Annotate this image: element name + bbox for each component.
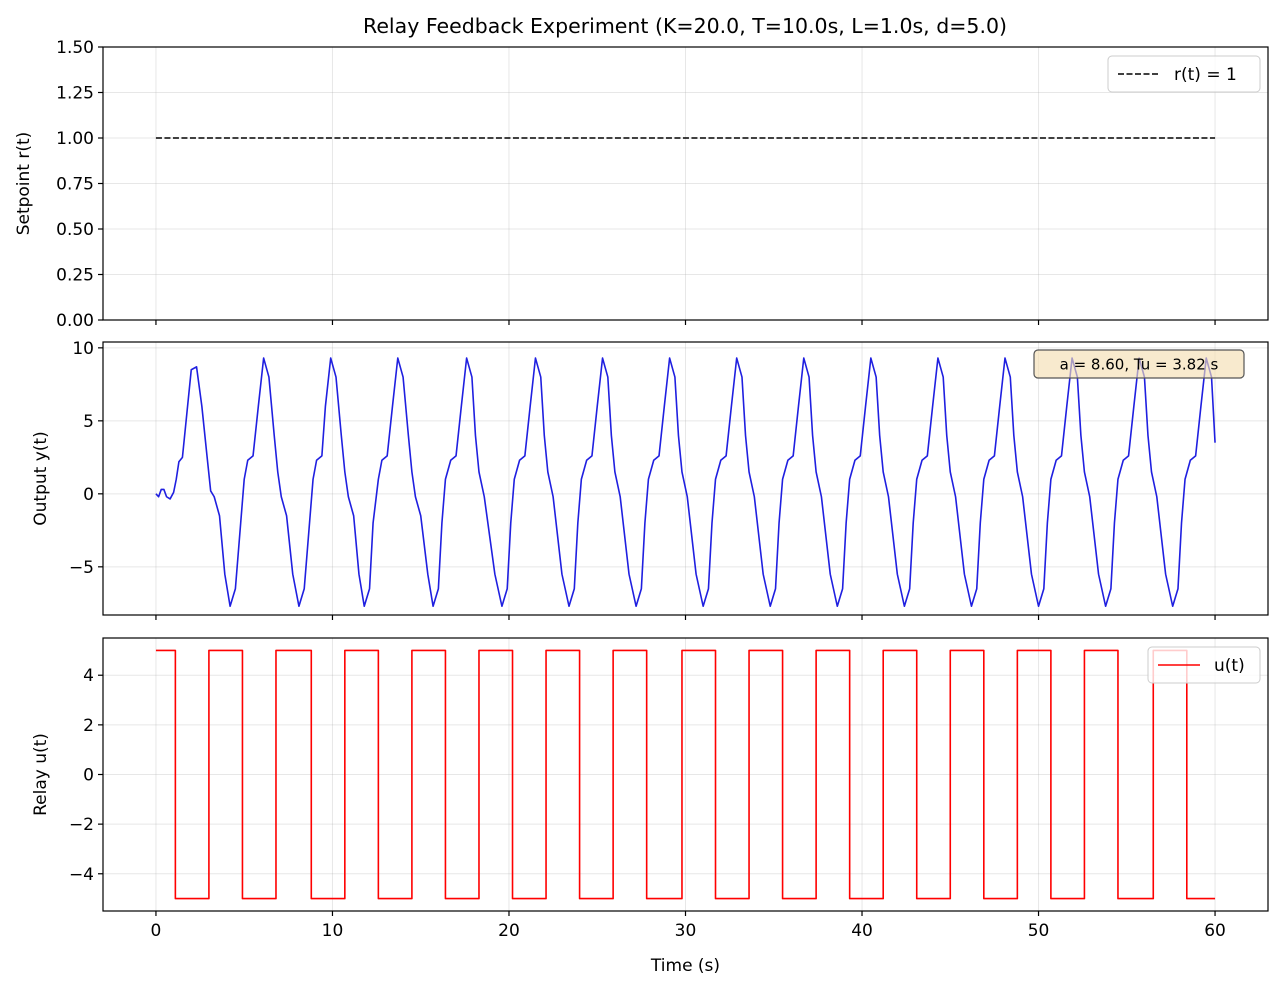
chart-title: Relay Feedback Experiment (K=20.0, T=10.… — [363, 14, 1007, 38]
legend-label: u(t) — [1214, 656, 1245, 676]
setpoint-panel: 0.00 0.25 0.50 0.75 1.00 1.25 1.50 Setpoint r(t… — [14, 38, 1269, 331]
legend-box — [1107, 55, 1261, 93]
y-tick-label: 10 — [72, 339, 94, 359]
x-tick-label: 20 — [498, 921, 520, 941]
y-tick-label: 1.00 — [56, 129, 94, 149]
y-tick-label: 1.50 — [56, 38, 94, 58]
y-tick-label: −4 — [69, 865, 94, 885]
y-tick-label: 4 — [83, 666, 94, 686]
annotation-box — [1033, 349, 1245, 379]
x-tick-label: 10 — [322, 921, 344, 941]
legend-box — [1147, 646, 1261, 684]
y-tick-label: 0.75 — [56, 175, 94, 195]
y-tick-label: 1.25 — [56, 84, 94, 104]
x-tick-label: 50 — [1028, 921, 1050, 941]
legend-label: r(t) = 1 — [1174, 65, 1237, 85]
x-tick-label: 40 — [851, 921, 873, 941]
y-tick-label: 0 — [83, 766, 94, 786]
x-tick-label: 0 — [151, 921, 162, 941]
y-axis-label: Relay u(t) — [31, 733, 51, 816]
y-tick-label: 0 — [83, 485, 94, 505]
output-panel: −5 0 5 10 Output y(t) a = 8.60, Tu = 3.82 s — [31, 339, 1269, 620]
x-tick-label: 60 — [1204, 921, 1226, 941]
y-tick-label: 2 — [83, 716, 94, 736]
y-tick-label: −5 — [69, 558, 94, 578]
y-tick-label: 0.25 — [56, 266, 94, 286]
y-tick-label: 0.50 — [56, 220, 94, 240]
y-tick-label: −2 — [69, 815, 94, 835]
y-tick-label: 5 — [83, 412, 94, 432]
x-axis-label: Time (s) — [650, 956, 720, 976]
x-tick-label: 30 — [675, 921, 697, 941]
series-line-u-t- — [155, 649, 1216, 900]
annotation-text: a = 8.60, Tu = 3.82 s — [1060, 356, 1219, 374]
y-axis-label: Setpoint r(t) — [14, 132, 34, 236]
y-tick-label: 0.00 — [56, 311, 94, 331]
series-line-y-t — [155, 357, 1216, 608]
y-axis-label: Output y(t) — [31, 431, 51, 525]
relay-panel: 0 10 20 30 40 50 60 −4 −2 0 2 4 Relay u(t) Time (s) u(… — [31, 637, 1269, 976]
